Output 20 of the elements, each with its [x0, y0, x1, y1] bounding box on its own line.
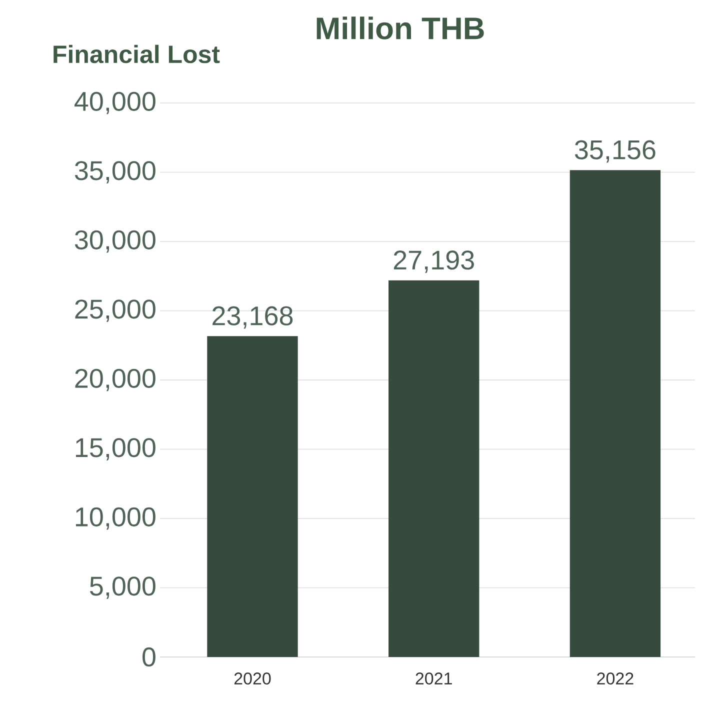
- x-tick-label: 2020: [234, 672, 271, 685]
- bar: [570, 170, 661, 657]
- y-tick-label: 20,000: [75, 368, 156, 392]
- bar: [388, 280, 480, 657]
- y-tick-label: 10,000: [76, 507, 156, 530]
- data-label: 35,156: [574, 140, 656, 163]
- data-label: 27,193: [394, 250, 474, 273]
- y-tick-label: 35,000: [74, 161, 156, 184]
- chart-title: Million THB: [316, 16, 484, 40]
- x-tick-label: 2022: [597, 672, 634, 685]
- y-tick-label: 25,000: [75, 300, 156, 322]
- y-tick-label: 15,000: [76, 438, 156, 460]
- y-axis-title: Financial Lost: [54, 44, 220, 64]
- y-tick-label: 5,000: [90, 576, 156, 599]
- y-tick-label: 0: [142, 647, 156, 667]
- y-tick-label: 30,000: [74, 230, 156, 253]
- data-label: 23,168: [212, 306, 293, 329]
- x-tick-label: 2021: [416, 672, 452, 685]
- bar: [207, 336, 298, 657]
- y-tick-label: 40,000: [74, 92, 156, 114]
